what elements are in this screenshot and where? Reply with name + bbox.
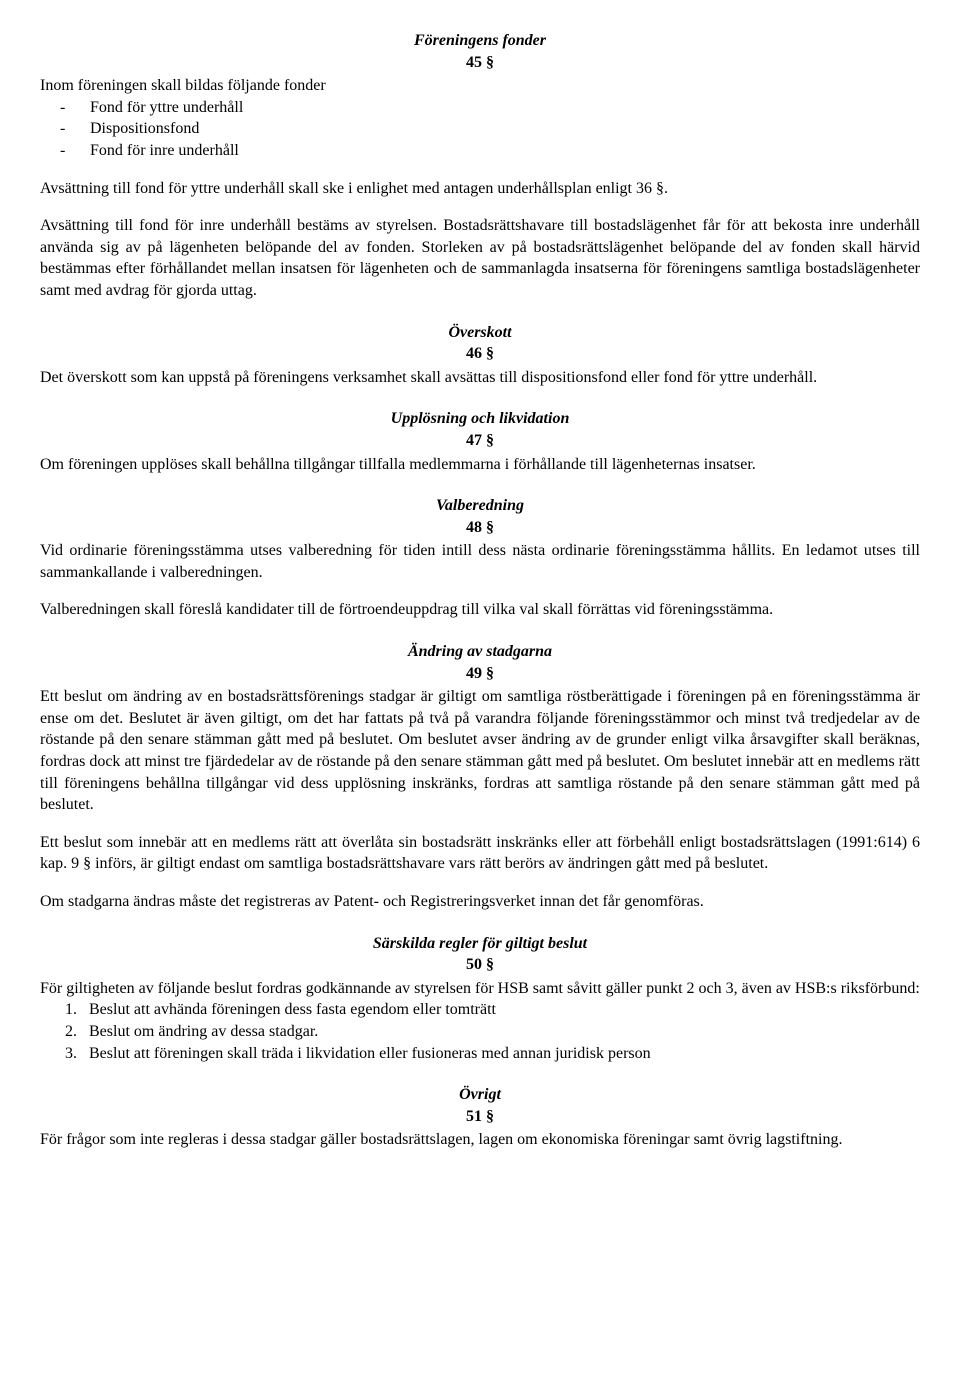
- section-number: 50 §: [40, 954, 920, 976]
- body-text: Avsättning till fond för yttre underhåll…: [40, 178, 920, 200]
- list-item-text: Beslut att föreningen skall träda i likv…: [89, 1045, 651, 1062]
- section-heading: Överskott: [40, 322, 920, 344]
- body-text: Vid ordinarie föreningsstämma utses valb…: [40, 540, 920, 583]
- section-49: Ändring av stadgarna 49 § Ett beslut om …: [40, 641, 920, 913]
- list-item-text: Beslut om ändring av dessa stadgar.: [89, 1023, 318, 1040]
- body-text: Valberedningen skall föreslå kandidater …: [40, 599, 920, 621]
- body-text: För frågor som inte regleras i dessa sta…: [40, 1129, 920, 1151]
- list-item-text: Beslut att avhända föreningen dess fasta…: [89, 1001, 496, 1018]
- section-47: Upplösning och likvidation 47 § Om fören…: [40, 408, 920, 475]
- body-text: Om stadgarna ändras måste det registrera…: [40, 891, 920, 913]
- body-text: Ett beslut som innebär att en medlems rä…: [40, 832, 920, 875]
- body-text: Ett beslut om ändring av en bostadsrätts…: [40, 686, 920, 816]
- section-50: Särskilda regler för giltigt beslut 50 §…: [40, 933, 920, 1065]
- numbered-list: 1. Beslut att avhända föreningen dess fa…: [40, 999, 920, 1064]
- section-heading: Ändring av stadgarna: [40, 641, 920, 663]
- section-number: 48 §: [40, 517, 920, 539]
- section-46: Överskott 46 § Det överskott som kan upp…: [40, 322, 920, 389]
- list-item: Fond för inre underhåll: [40, 140, 920, 162]
- body-text: Om föreningen upplöses skall behållna ti…: [40, 454, 920, 476]
- list-item: 3. Beslut att föreningen skall träda i l…: [40, 1043, 920, 1065]
- section-heading: Övrigt: [40, 1084, 920, 1106]
- section-45: Föreningens fonder 45 § Inom föreningen …: [40, 30, 920, 302]
- list-item: 1. Beslut att avhända föreningen dess fa…: [40, 999, 920, 1021]
- body-text: Det överskott som kan uppstå på förening…: [40, 367, 920, 389]
- section-number: 46 §: [40, 343, 920, 365]
- section-number: 47 §: [40, 430, 920, 452]
- list-item: 2. Beslut om ändring av dessa stadgar.: [40, 1021, 920, 1043]
- section-heading: Föreningens fonder: [40, 30, 920, 52]
- section-heading: Upplösning och likvidation: [40, 408, 920, 430]
- section-heading: Valberedning: [40, 495, 920, 517]
- section-heading: Särskilda regler för giltigt beslut: [40, 933, 920, 955]
- section-number: 45 §: [40, 52, 920, 74]
- body-text: För giltigheten av följande beslut fordr…: [40, 978, 920, 1000]
- list-item: Dispositionsfond: [40, 118, 920, 140]
- body-text: Avsättning till fond för inre underhåll …: [40, 215, 920, 301]
- section-51: Övrigt 51 § För frågor som inte regleras…: [40, 1084, 920, 1151]
- body-text: Inom föreningen skall bildas följande fo…: [40, 75, 920, 97]
- bullet-list: Fond för yttre underhåll Dispositionsfon…: [40, 97, 920, 162]
- list-item: Fond för yttre underhåll: [40, 97, 920, 119]
- section-number: 51 §: [40, 1106, 920, 1128]
- section-number: 49 §: [40, 663, 920, 685]
- section-48: Valberedning 48 § Vid ordinarie förening…: [40, 495, 920, 621]
